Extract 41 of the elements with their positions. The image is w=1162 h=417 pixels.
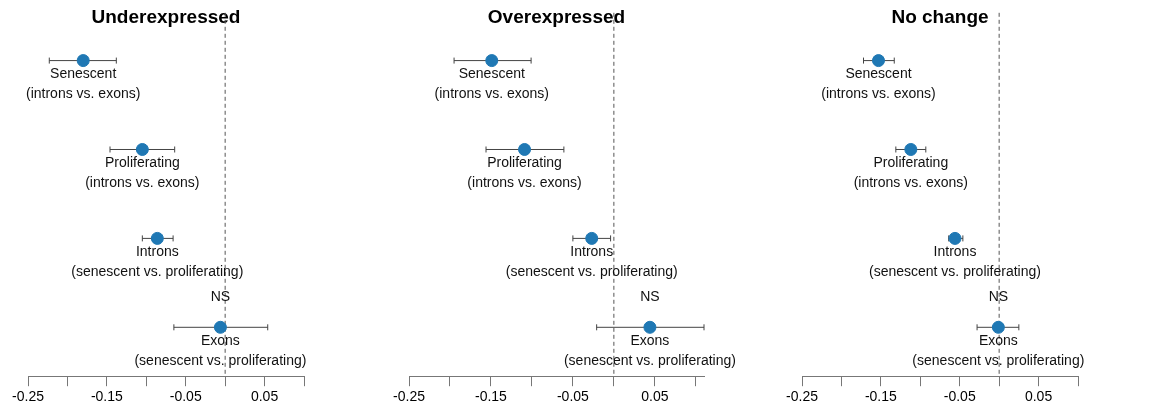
chart-title: Underexpressed: [91, 5, 241, 27]
point: [135, 142, 149, 156]
point: [518, 142, 532, 156]
point: [76, 54, 90, 68]
y-tick-label: Exons (senescent vs. proliferating): [134, 332, 307, 369]
point: [643, 320, 657, 334]
x-tick-label: -0.25: [12, 388, 45, 405]
point: [585, 231, 599, 245]
y-tick-label: Introns (senescent vs. proliferating): [71, 243, 244, 280]
point: [213, 320, 227, 334]
y-tick-label: Proliferating (introns vs. exons): [853, 154, 969, 191]
point: [991, 320, 1005, 334]
y-tick-label: Introns (senescent vs. proliferating): [505, 243, 678, 280]
annotation: NS: [210, 288, 231, 305]
y-tick-label: Introns (senescent vs. proliferating): [869, 243, 1041, 280]
y-tick-label: Exons (senescent vs. proliferating): [563, 332, 736, 369]
x-tick-label: -0.15: [864, 388, 898, 405]
point: [871, 54, 885, 68]
y-tick-label: Senescent (introns vs. exons): [26, 65, 141, 102]
point: [150, 231, 164, 245]
y-tick-label: Exons (senescent vs. proliferating): [912, 332, 1085, 369]
y-tick-label: Proliferating (introns vs. exons): [85, 154, 200, 191]
chart-title: No change: [891, 5, 989, 27]
annotation: NS: [988, 288, 1009, 305]
annotation: NS: [640, 288, 660, 305]
x-tick-label: -0.05: [556, 388, 590, 405]
y-tick-label: Senescent (introns vs. exons): [434, 65, 549, 102]
x-tick-label: -0.15: [90, 388, 124, 405]
point: [904, 142, 918, 156]
x-tick-label: -0.25: [393, 388, 426, 405]
x-tick-label: 0.05: [1024, 388, 1053, 405]
y-tick-label: Proliferating (introns vs. exons): [467, 154, 582, 191]
point: [485, 54, 499, 68]
x-tick-label: -0.15: [474, 388, 508, 405]
x-tick-label: -0.05: [169, 388, 202, 405]
x-tick-label: -0.05: [943, 388, 976, 405]
x-tick-label: -0.25: [786, 388, 819, 405]
chart-title: Overexpressed: [487, 5, 626, 27]
x-tick-label: 0.05: [250, 388, 279, 405]
y-tick-label: Senescent (introns vs. exons): [821, 65, 936, 102]
x-tick-label: 0.05: [641, 388, 669, 405]
